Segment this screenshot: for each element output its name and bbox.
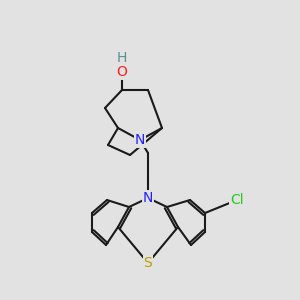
Text: O: O — [117, 65, 128, 79]
Text: S: S — [144, 256, 152, 270]
Text: Cl: Cl — [230, 193, 244, 207]
Text: N: N — [135, 133, 145, 147]
Text: N: N — [143, 191, 153, 205]
Text: H: H — [117, 51, 127, 65]
